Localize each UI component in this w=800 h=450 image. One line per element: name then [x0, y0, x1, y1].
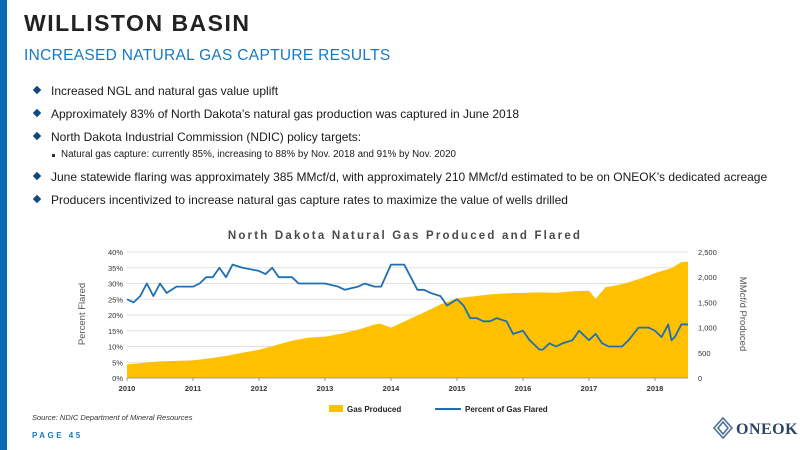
x-tick-label: 2010 [119, 384, 136, 393]
square-bullet-icon [52, 154, 55, 157]
y-right-axis-label: MMcf/d Produced [737, 277, 748, 351]
x-tick-label: 2017 [581, 384, 598, 393]
sub-bullet-item: Natural gas capture: currently 85%, incr… [33, 149, 793, 161]
accent-bar [0, 0, 7, 450]
x-tick-label: 2015 [449, 384, 466, 393]
logo-text: ONEOK [736, 421, 799, 438]
bullet-list: Increased NGL and natural gas value upli… [32, 84, 793, 216]
x-tick-label: 2014 [383, 384, 401, 393]
y-left-tick-label: 30% [108, 280, 123, 289]
bullet-text: Increased NGL and natural gas value upli… [51, 84, 279, 98]
y-right-tick-label: 2,500 [698, 248, 717, 257]
legend-label-gas-produced: Gas Produced [347, 405, 401, 414]
bullet-item: Increased NGL and natural gas value upli… [32, 84, 793, 98]
bullet-text: June statewide flaring was approximately… [51, 170, 768, 184]
oneok-logo: ONEOK [712, 416, 798, 444]
y-right-tick-label: 1,500 [698, 298, 717, 307]
percent-flared-line [126, 263, 688, 351]
x-tick-label: 2012 [251, 384, 268, 393]
page-title: WILLISTON BASIN [24, 10, 251, 36]
bullet-text: Approximately 83% of North Dakota’s natu… [51, 107, 520, 121]
bullet-item: North Dakota Industrial Commission (NDIC… [32, 130, 793, 144]
oneok-emblem-icon [712, 416, 734, 440]
bullet-text: North Dakota Industrial Commission (NDIC… [51, 130, 362, 144]
sub-bullet-text: Natural gas capture: currently 85%, incr… [61, 149, 457, 160]
y-left-tick-label: 0% [112, 374, 123, 383]
legend-swatch-gas-produced [329, 405, 343, 412]
y-right-tick-label: 0 [698, 374, 702, 383]
y-right-tick-label: 500 [698, 349, 711, 358]
y-right-tick-label: 2,000 [698, 273, 717, 282]
y-left-tick-label: 40% [108, 248, 123, 257]
bullet-item: Producers incentivized to increase natur… [32, 193, 793, 207]
x-tick-label: 2013 [317, 384, 334, 393]
page-number: PAGE 45 [32, 431, 83, 440]
chart-title: North Dakota Natural Gas Produced and Fl… [228, 230, 582, 242]
y-left-tick-label: 25% [108, 295, 123, 304]
x-tick-label: 2018 [647, 384, 664, 393]
y-left-tick-label: 10% [108, 343, 123, 352]
y-left-tick-label: 5% [112, 358, 123, 367]
y-left-axis-label: Percent Flared [77, 283, 88, 345]
x-tick-label: 2011 [185, 384, 201, 393]
source-note: Source: NDIC Department of Mineral Resou… [32, 413, 193, 422]
bullet-item: Approximately 83% of North Dakota’s natu… [32, 107, 793, 121]
legend-label-percent-flared: Percent of Gas Flared [465, 405, 548, 414]
y-left-tick-label: 15% [108, 327, 123, 336]
gas-produced-area [127, 261, 688, 378]
y-right-tick-label: 1,000 [698, 324, 717, 333]
y-left-tick-label: 35% [108, 264, 123, 273]
x-tick-label: 2016 [515, 384, 532, 393]
bullet-item: June statewide flaring was approximately… [32, 170, 793, 184]
page-subtitle: INCREASED NATURAL GAS CAPTURE RESULTS [24, 47, 391, 64]
y-left-tick-label: 20% [108, 311, 123, 320]
bullet-text: Producers incentivized to increase natur… [51, 193, 568, 207]
